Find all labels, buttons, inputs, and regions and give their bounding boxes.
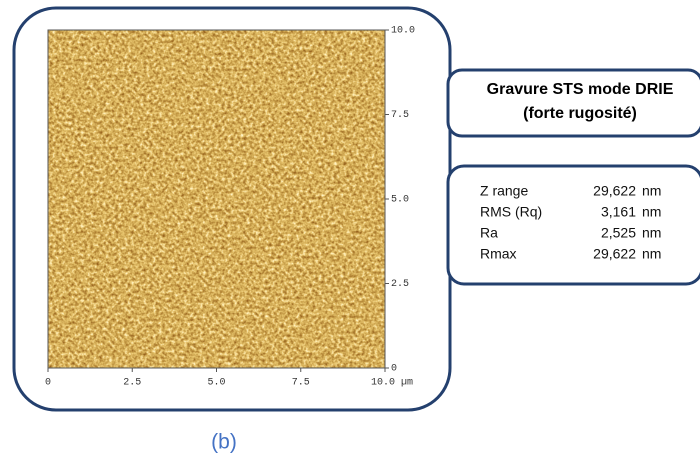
row-value: 3,161: [601, 204, 636, 220]
y-tick-label: 10.0: [391, 26, 415, 37]
row-value: 2,525: [601, 225, 636, 241]
afm-image: [48, 30, 385, 368]
row-unit: nm: [642, 225, 661, 241]
x-tick-label: 5.0: [207, 378, 225, 389]
x-tick-label: 2.5: [123, 378, 141, 389]
row-label: Ra: [480, 225, 498, 241]
row-label: Z range: [480, 183, 528, 199]
title: Gravure STS mode DRIE: [487, 81, 674, 98]
row-label: RMS (Rq): [480, 204, 542, 220]
table-box: [446, 164, 700, 286]
row-value: 29,622: [593, 183, 636, 199]
row-unit: nm: [642, 204, 661, 220]
axes: 0 2.5 5.0 7.5 10.0 µm 10.0 7.5 5.0 2.5 0: [45, 26, 415, 389]
row-label: Rmax: [480, 246, 517, 262]
subtitle: (forte rugosité): [523, 105, 637, 122]
y-tick-label: 2.5: [391, 279, 409, 290]
row-unit: nm: [642, 246, 661, 262]
y-tick-label: 5.0: [391, 195, 409, 206]
x-tick-label: 7.5: [292, 378, 310, 389]
y-tick-label: 0: [391, 364, 397, 375]
row-unit: nm: [642, 183, 661, 199]
title-box: [446, 68, 700, 138]
table: Z range 29,622 nm RMS (Rq) 3,161 nm Ra 2,525 nm R…: [480, 183, 661, 262]
caption: (b): [211, 431, 237, 454]
row-value: 29,622: [593, 246, 636, 262]
x-tick-label: 0: [45, 378, 51, 389]
y-tick-label: 7.5: [391, 110, 409, 121]
x-tick-label: 10.0 µm: [371, 378, 413, 389]
